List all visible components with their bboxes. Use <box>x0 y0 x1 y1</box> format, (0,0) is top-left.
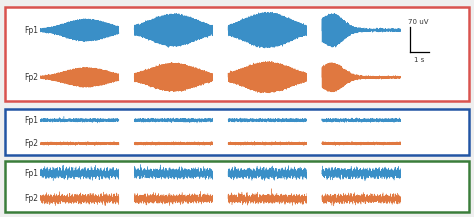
Text: Fp1: Fp1 <box>25 26 38 35</box>
Text: Fp2: Fp2 <box>25 194 38 203</box>
Text: Fp2: Fp2 <box>25 73 38 82</box>
Text: Fp1: Fp1 <box>25 169 38 178</box>
Text: 1 s: 1 s <box>414 57 425 63</box>
Text: Fp2: Fp2 <box>25 139 38 148</box>
Text: 70 uV: 70 uV <box>408 19 428 25</box>
Text: Fp1: Fp1 <box>25 116 38 125</box>
